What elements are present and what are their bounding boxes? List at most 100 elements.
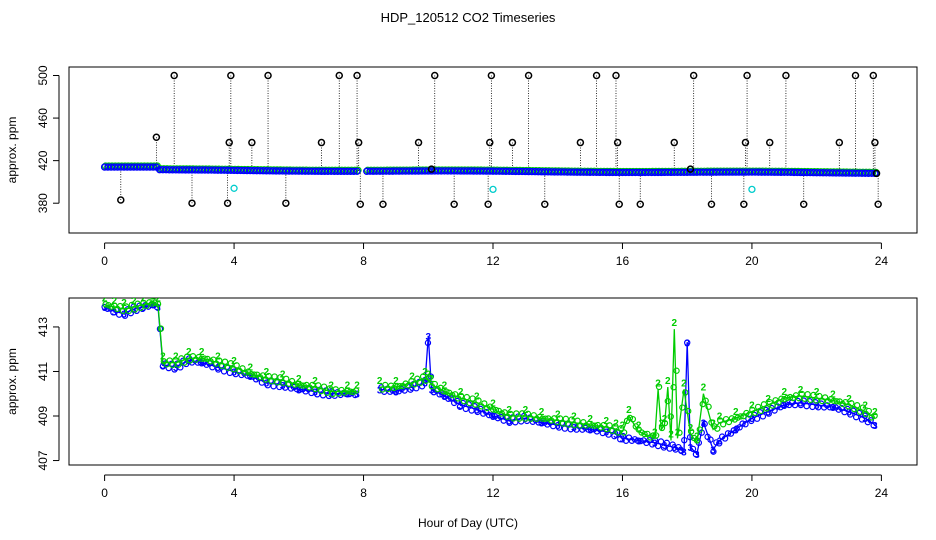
bottom-point-channel-2 (481, 400, 488, 407)
bottom-x-tick-label: 8 (360, 486, 367, 500)
bottom-point-channel-2 (175, 361, 182, 368)
bottom-y-tick-label: 409 (36, 406, 50, 426)
bottom-point-channel-2 (227, 360, 235, 367)
bottom-point-channel-2 (804, 391, 811, 398)
top-outlier-point (782, 71, 790, 80)
bottom-point-channel-2 (760, 401, 768, 408)
bottom-marker-channel-2: 2 (636, 421, 642, 432)
bottom-point-channel-3 (692, 451, 700, 458)
bottom-point-channel-2 (181, 359, 188, 366)
bottom-point-channel-2 (786, 393, 794, 401)
bottom-marker-channel-3: 3 (681, 448, 687, 459)
bottom-point-channel-2 (315, 382, 322, 389)
bottom-marker-channel-3: 3 (613, 430, 619, 441)
top-outlier-point (615, 200, 623, 209)
bottom-point-channel-2 (134, 300, 141, 307)
bottom-point-channel-2 (609, 427, 616, 435)
top-x-tick-label: 20 (745, 254, 759, 268)
bottom-point-channel-2 (795, 394, 803, 402)
bottom-point-channel-2 (501, 409, 508, 416)
bottom-marker-channel-3: 3 (264, 379, 270, 390)
bottom-point-channel-3 (759, 413, 767, 420)
top-outlier-point (874, 200, 882, 209)
bottom-marker-channel-2: 2 (490, 398, 496, 409)
bottom-marker-channel-2: 2 (312, 376, 318, 387)
bottom-point-channel-2 (393, 383, 401, 390)
bottom-marker-channel-2: 2 (429, 374, 435, 385)
bottom-point-channel-3 (701, 420, 708, 428)
bottom-point-channel-2 (419, 373, 427, 380)
bottom-point-channel-2 (518, 410, 526, 417)
bottom-marker-channel-2: 2 (659, 418, 665, 429)
bottom-point-channel-3 (488, 412, 496, 419)
bottom-point-channel-2 (562, 415, 570, 423)
bottom-marker-channel-2: 2 (830, 389, 836, 400)
bottom-point-channel-2 (687, 428, 695, 435)
bottom-point-channel-2 (417, 379, 424, 386)
bottom-marker-channel-3: 3 (662, 441, 668, 452)
bottom-marker-channel-3: 3 (798, 399, 804, 410)
bottom-point-channel-2 (696, 426, 704, 433)
bottom-point-channel-2 (198, 355, 205, 362)
bottom-marker-channel-3: 3 (506, 416, 512, 427)
bottom-marker-channel-3: 3 (160, 361, 166, 372)
top-y-tick-label: 500 (36, 65, 50, 85)
bottom-point-channel-3 (748, 417, 755, 425)
bottom-marker-channel-2: 2 (675, 427, 681, 438)
bottom-marker-channel-2: 2 (620, 421, 626, 432)
top-outlier-point (484, 200, 492, 209)
bottom-marker-channel-2: 2 (160, 352, 166, 363)
bottom-point-channel-2 (396, 382, 404, 390)
bottom-point-channel-2 (489, 406, 497, 413)
top-outlier-point (427, 165, 436, 173)
top-outlier-point (765, 138, 774, 147)
bottom-marker-channel-2: 2 (555, 409, 561, 420)
bottom-point-channel-3 (468, 407, 475, 414)
bottom-point-channel-2 (449, 391, 456, 399)
bottom-point-channel-2 (702, 397, 709, 404)
bottom-marker-channel-3: 3 (587, 425, 593, 436)
bottom-marker-channel-3: 3 (231, 367, 237, 378)
top-x-tick-label: 12 (486, 254, 500, 268)
bottom-point-channel-2 (856, 408, 864, 415)
top-cyan-point (489, 185, 497, 194)
bottom-point-channel-3 (660, 444, 668, 451)
bottom-point-channel-2 (813, 397, 820, 404)
top-x-tick-label: 4 (231, 254, 238, 268)
bottom-marker-channel-2: 2 (662, 414, 668, 425)
bottom-point-channel-3 (436, 391, 443, 398)
bottom-point-channel-2 (151, 299, 159, 306)
bottom-point-channel-2 (475, 397, 482, 404)
bottom-point-channel-3 (215, 366, 222, 373)
top-outlier-point (541, 200, 549, 209)
bottom-marker-channel-2: 2 (862, 401, 868, 412)
top-y-axis-label: approx. ppm (5, 117, 19, 184)
bottom-point-channel-2 (673, 367, 680, 374)
bottom-point-channel-2 (492, 406, 500, 414)
bottom-point-channel-3 (838, 404, 845, 412)
bottom-point-channel-3 (416, 378, 423, 386)
bottom-point-channel-2 (650, 432, 657, 439)
bottom-marker-channel-3: 3 (571, 423, 577, 434)
bottom-point-channel-2 (320, 383, 328, 390)
bottom-point-channel-3 (791, 401, 799, 409)
top-panel: 0 4 8 12 16 20 24 380 420 460 500 approx. ppm (5, 65, 918, 268)
bottom-point-channel-3 (826, 404, 834, 411)
top-outlier-point (869, 71, 878, 80)
bottom-point-channel-2 (125, 307, 133, 315)
bottom-point-channel-2 (693, 437, 701, 444)
bottom-point-channel-2 (169, 361, 176, 369)
bottom-point-channel-2 (784, 394, 791, 402)
bottom-point-channel-3 (669, 441, 676, 448)
bottom-point-channel-3 (870, 422, 877, 429)
bottom-marker-channel-2: 2 (422, 367, 428, 378)
bottom-marker-channel-2: 2 (345, 381, 351, 392)
bottom-point-channel-3 (462, 405, 470, 413)
bottom-point-channel-2 (154, 300, 162, 308)
bottom-marker-channel-3: 3 (121, 310, 127, 321)
bottom-point-channel-3 (681, 436, 688, 444)
bottom-point-channel-2 (521, 415, 529, 422)
top-outlier-point (740, 200, 748, 209)
bottom-point-channel-2 (807, 396, 814, 404)
bottom-marker-channel-3: 3 (354, 390, 360, 401)
